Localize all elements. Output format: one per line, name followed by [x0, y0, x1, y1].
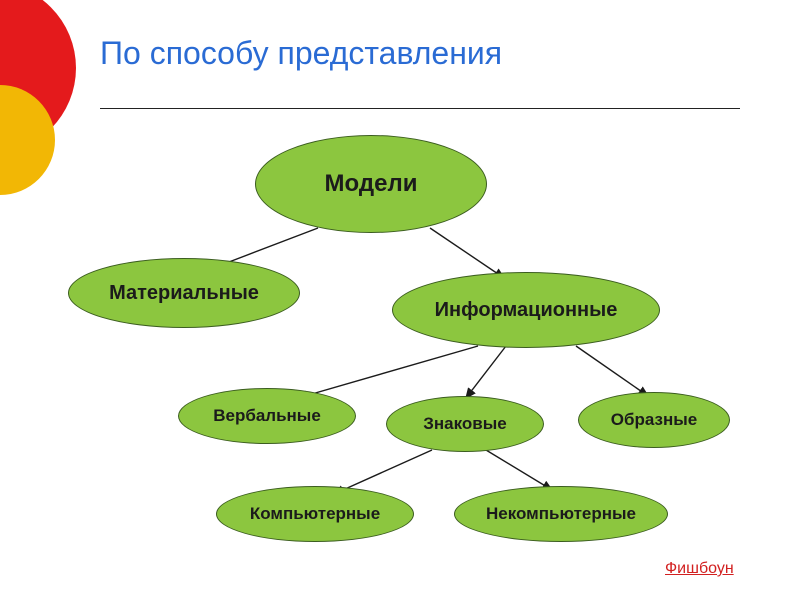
- node-sign: Знаковые: [386, 396, 544, 452]
- node-image: Образные: [578, 392, 730, 448]
- node-comp-label: Компьютерные: [250, 504, 380, 524]
- slide-title: По способу представления: [100, 35, 502, 72]
- node-comp: Компьютерные: [216, 486, 414, 542]
- node-verbal: Вербальные: [178, 388, 356, 444]
- node-sign-label: Знаковые: [423, 414, 506, 434]
- node-noncomp: Некомпьютерные: [454, 486, 668, 542]
- node-material: Материальные: [68, 258, 300, 328]
- node-material-label: Материальные: [109, 282, 259, 305]
- node-info-label: Информационные: [435, 299, 618, 322]
- node-root-label: Модели: [325, 170, 418, 198]
- title-divider: [100, 108, 740, 109]
- node-verbal-label: Вербальные: [213, 406, 321, 426]
- node-noncomp-label: Некомпьютерные: [486, 504, 636, 524]
- node-image-label: Образные: [611, 410, 697, 430]
- fishbone-link[interactable]: Фишбоун: [665, 560, 734, 578]
- node-root: Модели: [255, 135, 487, 233]
- node-info: Информационные: [392, 272, 660, 348]
